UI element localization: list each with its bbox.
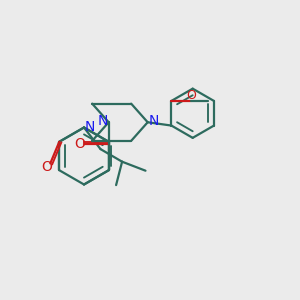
Text: N: N: [148, 114, 159, 128]
Text: O: O: [41, 160, 52, 174]
Text: N: N: [84, 121, 94, 134]
Text: O: O: [75, 137, 86, 151]
Text: N: N: [98, 114, 108, 128]
Text: O: O: [186, 89, 196, 102]
